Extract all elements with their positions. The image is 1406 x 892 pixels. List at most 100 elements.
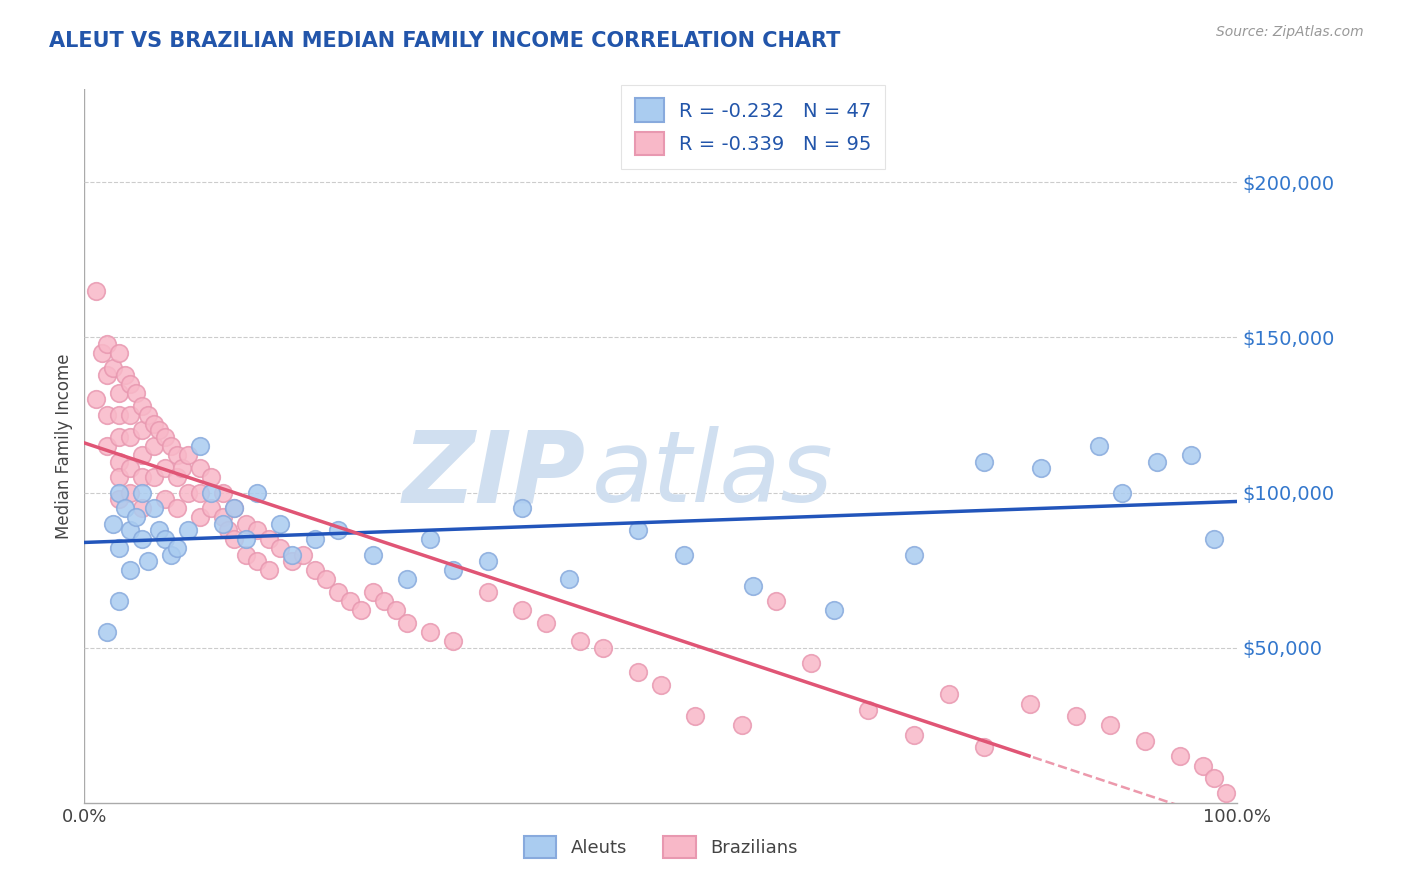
Point [339,594,361,608]
Point [903,727,925,741]
Point [108,430,131,444]
Point [1111,485,1133,500]
Point [246,485,269,500]
Point [131,532,153,546]
Point [685,709,707,723]
Point [90,346,112,360]
Point [188,510,211,524]
Point [224,501,246,516]
Point [235,516,257,531]
Point [1031,460,1053,475]
Point [396,573,419,587]
Point [142,501,165,516]
Point [419,625,441,640]
Point [131,501,153,516]
Point [326,523,349,537]
Point [224,532,246,546]
Point [153,491,176,506]
Point [177,523,200,537]
Point [114,501,136,516]
Point [730,718,752,732]
Point [160,548,183,562]
Point [257,532,280,546]
Point [384,603,406,617]
Point [125,386,148,401]
Point [120,460,142,475]
Point [281,548,304,562]
Point [361,548,384,562]
Point [292,548,315,562]
Point [120,430,142,444]
Point [131,485,153,500]
Point [200,501,222,516]
Point [96,368,118,382]
Point [1215,787,1237,801]
Point [120,523,142,537]
Point [512,603,534,617]
Point [120,485,142,500]
Point [148,424,170,438]
Point [742,579,765,593]
Point [1191,758,1213,772]
Point [1018,697,1040,711]
Point [96,625,118,640]
Point [534,615,557,630]
Point [142,417,165,432]
Point [235,532,257,546]
Point [419,532,441,546]
Point [477,554,499,568]
Text: Source: ZipAtlas.com: Source: ZipAtlas.com [1216,25,1364,39]
Point [166,448,188,462]
Point [188,485,211,500]
Point [125,510,148,524]
Point [281,554,304,568]
Point [153,460,176,475]
Point [96,439,118,453]
Y-axis label: Median Family Income: Median Family Income [55,353,73,539]
Point [569,634,592,648]
Point [938,687,960,701]
Point [148,523,170,537]
Point [1088,439,1111,453]
Point [114,368,136,382]
Point [246,554,269,568]
Point [153,532,176,546]
Point [131,470,153,484]
Text: atlas: atlas [592,426,834,523]
Point [627,523,650,537]
Point [120,376,142,391]
Point [153,430,176,444]
Point [108,470,131,484]
Point [177,448,200,462]
Point [246,523,269,537]
Point [108,386,131,401]
Point [200,470,222,484]
Point [84,284,107,298]
Point [326,584,349,599]
Point [304,532,326,546]
Point [96,336,118,351]
Point [166,501,188,516]
Point [858,703,880,717]
Point [903,548,925,562]
Point [211,516,233,531]
Point [350,603,373,617]
Point [1204,532,1226,546]
Point [800,656,823,670]
Point [131,448,153,462]
Point [1099,718,1122,732]
Legend: Aleuts, Brazilians: Aleuts, Brazilians [516,829,806,865]
Point [211,510,233,524]
Point [188,439,211,453]
Point [177,485,200,500]
Point [142,470,165,484]
Point [315,573,337,587]
Point [1204,771,1226,785]
Text: ZIP: ZIP [404,426,586,523]
Point [108,491,131,506]
Point [166,470,188,484]
Point [84,392,107,407]
Point [200,485,222,500]
Point [96,408,118,422]
Point [142,439,165,453]
